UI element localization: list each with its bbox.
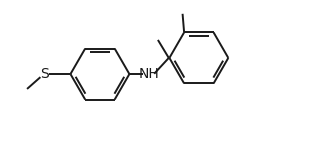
Text: NH: NH	[138, 67, 159, 81]
Text: S: S	[40, 67, 48, 81]
